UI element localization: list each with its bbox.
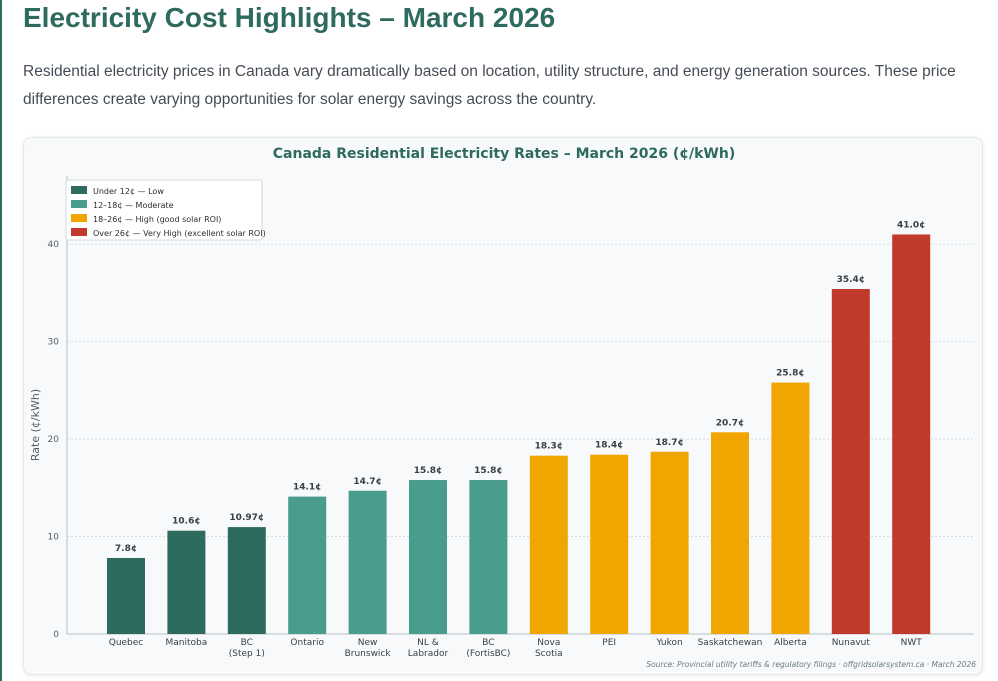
bar [107, 557, 145, 634]
legend-swatch [71, 228, 87, 236]
x-tick-label: Saskatchewan [698, 638, 763, 648]
bar-value-label: 7.8¢ [115, 544, 137, 554]
bar-value-label: 18.4¢ [595, 441, 623, 451]
x-tick-label: New [358, 638, 378, 648]
bar [167, 530, 206, 634]
x-tick-label: Yukon [655, 638, 682, 648]
bar-value-label: 20.7¢ [716, 418, 744, 428]
x-tick-label: Nunavut [832, 638, 871, 648]
legend-swatch [71, 214, 87, 222]
x-tick-label: (Step 1) [229, 649, 265, 659]
bar-value-label: 10.97¢ [229, 513, 264, 523]
legend-box [65, 179, 263, 241]
chart-title: Canada Residential Electricity Rates – M… [273, 146, 735, 162]
bar [771, 382, 810, 634]
x-tick-label: PEI [602, 638, 616, 648]
x-tick-label: NWT [901, 638, 923, 648]
bar [711, 432, 749, 634]
legend-label: 12–18¢ — Moderate [93, 201, 174, 210]
y-tick-label: 40 [48, 240, 60, 250]
bar [590, 454, 629, 634]
bar [348, 490, 387, 634]
bar-value-label: 18.7¢ [655, 438, 683, 448]
bar [288, 496, 327, 634]
bar [892, 234, 931, 634]
legend-swatch [71, 200, 87, 208]
bar-value-label: 18.3¢ [535, 442, 563, 452]
x-tick-label: Brunswick [345, 649, 392, 659]
legend-label: Under 12¢ — Low [93, 187, 164, 196]
bar [529, 455, 568, 634]
bar [409, 480, 447, 634]
x-tick-label: Quebec [109, 638, 144, 648]
x-tick-label: Labrador [408, 649, 449, 659]
y-axis-label: Rate (¢/kWh) [29, 389, 42, 461]
legend-label: 18–26¢ — High (good solar ROI) [93, 215, 221, 224]
x-tick-label: BC [482, 638, 494, 648]
y-tick-label: 20 [48, 435, 60, 445]
x-tick-label: Ontario [290, 638, 324, 648]
x-tick-label: Nova [537, 638, 560, 648]
y-tick-label: 10 [48, 533, 60, 543]
bar-value-label: 10.6¢ [172, 517, 200, 527]
y-tick-label: 30 [48, 338, 60, 348]
bar-value-label: 15.8¢ [474, 466, 502, 476]
bar [469, 480, 508, 634]
x-tick-label: NL & [417, 638, 439, 648]
bar [227, 527, 266, 634]
x-tick-label: Scotia [535, 649, 563, 659]
bar-value-label: 25.8¢ [776, 369, 804, 379]
intro-paragraph: Residential electricity prices in Canada… [23, 63, 956, 108]
x-tick-label: (FortisBC) [466, 649, 510, 659]
bar-value-label: 15.8¢ [414, 466, 442, 476]
y-tick-label: 0 [53, 630, 59, 640]
electricity-rates-chart: Canada Residential Electricity Rates – M… [29, 146, 976, 669]
x-tick-label: Manitoba [166, 638, 208, 648]
page-title: Electricity Cost Highlights – March 2026 [23, 2, 556, 33]
x-tick-label: Alberta [774, 638, 807, 648]
bar [831, 289, 870, 634]
bar-value-label: 35.4¢ [837, 275, 865, 285]
chart-source-note: Source: Provincial utility tariffs & reg… [646, 660, 976, 669]
legend-swatch [71, 186, 87, 194]
bar [650, 451, 689, 634]
legend-label: Over 26¢ — Very High (excellent solar RO… [93, 229, 266, 238]
x-tick-label: BC [241, 638, 253, 648]
bar-value-label: 14.1¢ [293, 483, 321, 493]
bar-value-label: 41.0¢ [897, 220, 925, 230]
chart-card: Canada Residential Electricity Rates – M… [23, 137, 983, 675]
bar-value-label: 14.7¢ [353, 477, 381, 487]
